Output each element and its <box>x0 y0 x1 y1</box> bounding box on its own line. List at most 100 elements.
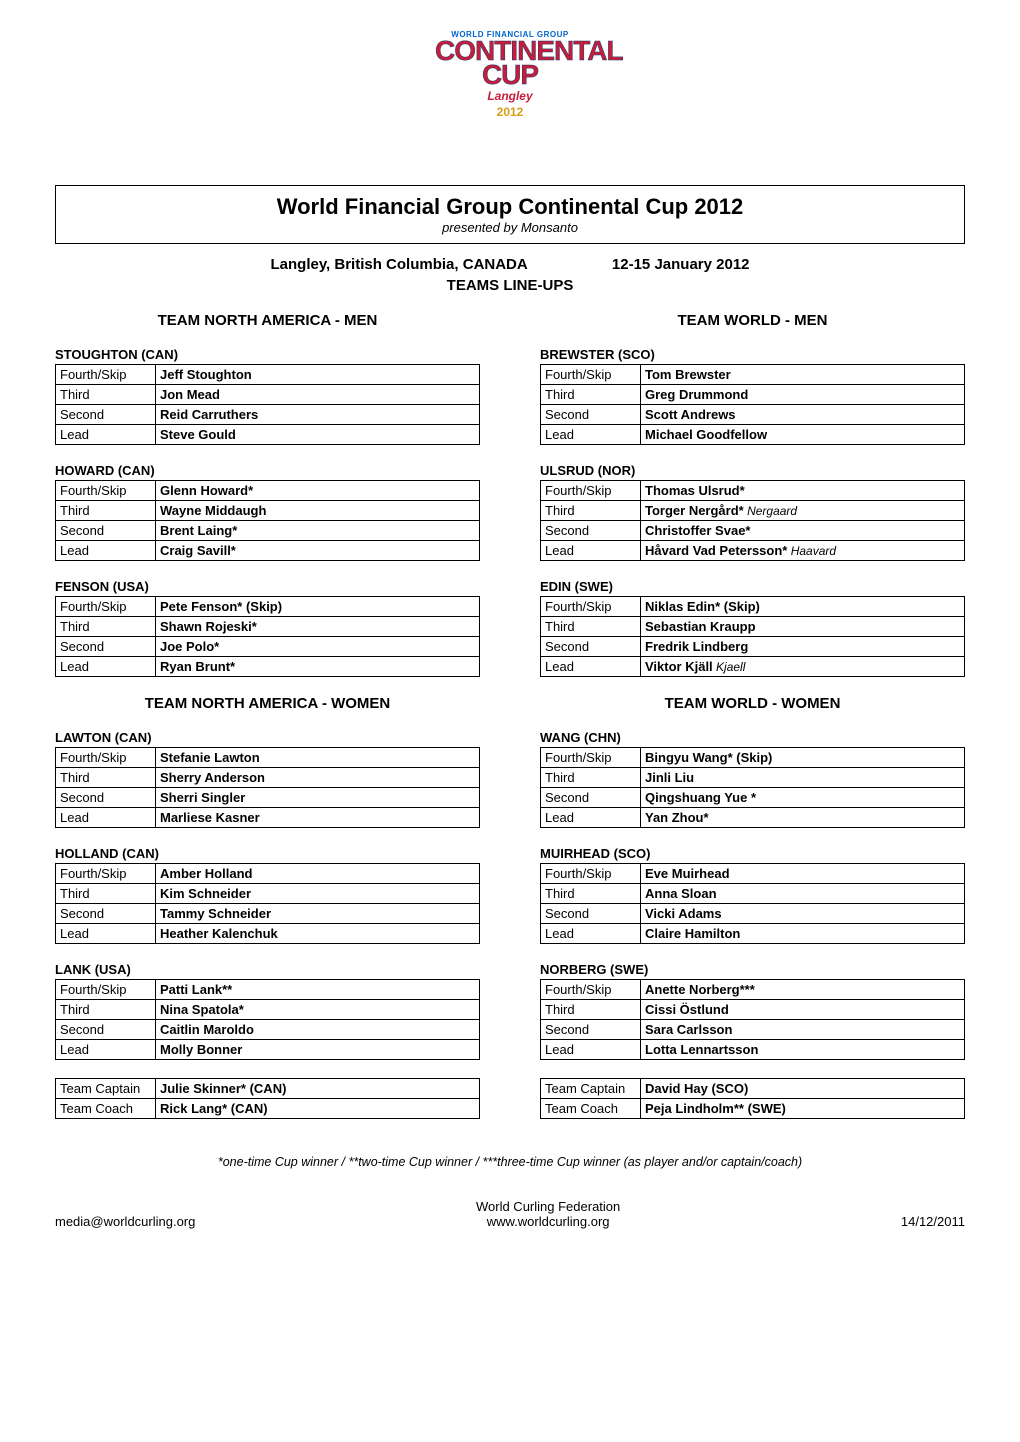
na-men-heading: TEAM NORTH AMERICA - MEN <box>55 312 480 329</box>
table-row: LeadSteve Gould <box>56 425 480 445</box>
roster-table: Fourth/SkipJeff StoughtonThirdJon MeadSe… <box>55 364 480 445</box>
team-block: ULSRUD (NOR)Fourth/SkipThomas Ulsrud*Thi… <box>540 463 965 561</box>
roster-table: Fourth/SkipNiklas Edin* (Skip)ThirdSebas… <box>540 596 965 677</box>
table-row: SecondCaitlin Maroldo <box>56 1020 480 1040</box>
player-position: Second <box>541 788 641 808</box>
table-row: ThirdKim Schneider <box>56 884 480 904</box>
player-name: Thomas Ulsrud* <box>641 481 965 501</box>
player-position: Third <box>541 501 641 521</box>
player-name: Amber Holland <box>156 864 480 884</box>
table-row: SecondJoe Polo* <box>56 637 480 657</box>
table-row: LeadHåvard Vad Petersson* Haavard <box>541 541 965 561</box>
player-position: Fourth/Skip <box>56 864 156 884</box>
table-row: ThirdCissi Östlund <box>541 1000 965 1020</box>
player-name: Caitlin Maroldo <box>156 1020 480 1040</box>
player-name: Brent Laing* <box>156 521 480 541</box>
roster-table: Fourth/SkipPete Fenson* (Skip)ThirdShawn… <box>55 596 480 677</box>
team-name: HOLLAND (CAN) <box>55 846 480 861</box>
team-name: HOWARD (CAN) <box>55 463 480 478</box>
player-position: Fourth/Skip <box>56 748 156 768</box>
title-box: World Financial Group Continental Cup 20… <box>55 185 965 244</box>
table-row: LeadClaire Hamilton <box>541 924 965 944</box>
staff-name: Julie Skinner* (CAN) <box>156 1079 480 1099</box>
team-name: NORBERG (SWE) <box>540 962 965 977</box>
table-row: ThirdJinli Liu <box>541 768 965 788</box>
player-name: Heather Kalenchuk <box>156 924 480 944</box>
team-name: BREWSTER (SCO) <box>540 347 965 362</box>
table-row: ThirdSherry Anderson <box>56 768 480 788</box>
roster-table: Fourth/SkipStefanie LawtonThirdSherry An… <box>55 747 480 828</box>
player-name: Lotta Lennartsson <box>641 1040 965 1060</box>
team-block: NORBERG (SWE)Fourth/SkipAnette Norberg**… <box>540 962 965 1060</box>
table-row: ThirdJon Mead <box>56 385 480 405</box>
team-name: MUIRHEAD (SCO) <box>540 846 965 861</box>
table-row: SecondQingshuang Yue * <box>541 788 965 808</box>
footer-date: 14/12/2011 <box>901 1214 965 1229</box>
table-row: ThirdNina Spatola* <box>56 1000 480 1020</box>
player-name: Qingshuang Yue * <box>641 788 965 808</box>
player-name: Michael Goodfellow <box>641 425 965 445</box>
player-name: Jon Mead <box>156 385 480 405</box>
column-world: TEAM WORLD - MEN BREWSTER (SCO)Fourth/Sk… <box>540 312 965 1137</box>
player-position: Third <box>56 501 156 521</box>
player-position: Lead <box>541 541 641 561</box>
player-alt-name: Haavard <box>787 544 836 558</box>
footer-org: World Curling Federation <box>476 1199 620 1214</box>
player-position: Third <box>56 884 156 904</box>
player-position: Third <box>541 385 641 405</box>
table-row: LeadCraig Savill* <box>56 541 480 561</box>
player-name: Pete Fenson* (Skip) <box>156 597 480 617</box>
player-position: Second <box>56 637 156 657</box>
team-block: LAWTON (CAN)Fourth/SkipStefanie LawtonTh… <box>55 730 480 828</box>
player-name: Christoffer Svae* <box>641 521 965 541</box>
player-position: Third <box>541 1000 641 1020</box>
player-position: Second <box>541 1020 641 1040</box>
player-name: Tammy Schneider <box>156 904 480 924</box>
table-row: LeadMichael Goodfellow <box>541 425 965 445</box>
footer: media@worldcurling.org World Curling Fed… <box>55 1199 965 1229</box>
staff-position: Team Coach <box>541 1099 641 1119</box>
player-name: Greg Drummond <box>641 385 965 405</box>
player-name: Yan Zhou* <box>641 808 965 828</box>
team-name: ULSRUD (NOR) <box>540 463 965 478</box>
table-row: SecondTammy Schneider <box>56 904 480 924</box>
table-row: Team CaptainJulie Skinner* (CAN) <box>56 1079 480 1099</box>
player-position: Third <box>541 768 641 788</box>
player-name: Kim Schneider <box>156 884 480 904</box>
staff-table: Team CaptainJulie Skinner* (CAN)Team Coa… <box>55 1078 480 1119</box>
table-row: ThirdTorger Nergård* Nergaard <box>541 501 965 521</box>
team-block: FENSON (USA)Fourth/SkipPete Fenson* (Ski… <box>55 579 480 677</box>
table-row: ThirdAnna Sloan <box>541 884 965 904</box>
player-position: Fourth/Skip <box>541 748 641 768</box>
roster-table: Fourth/SkipBingyu Wang* (Skip)ThirdJinli… <box>540 747 965 828</box>
player-alt-name: Nergaard <box>744 504 797 518</box>
team-block: WANG (CHN)Fourth/SkipBingyu Wang* (Skip)… <box>540 730 965 828</box>
table-row: Fourth/SkipStefanie Lawton <box>56 748 480 768</box>
table-row: SecondChristoffer Svae* <box>541 521 965 541</box>
player-position: Fourth/Skip <box>56 980 156 1000</box>
player-position: Second <box>541 637 641 657</box>
logo-year: 2012 <box>435 105 585 119</box>
table-row: Fourth/SkipJeff Stoughton <box>56 365 480 385</box>
footnote: *one-time Cup winner / **two-time Cup wi… <box>55 1155 965 1169</box>
player-name: Tom Brewster <box>641 365 965 385</box>
staff-table: Team CaptainDavid Hay (SCO)Team CoachPej… <box>540 1078 965 1119</box>
staff-name: Peja Lindholm** (SWE) <box>641 1099 965 1119</box>
player-position: Lead <box>56 808 156 828</box>
footer-email: media@worldcurling.org <box>55 1214 195 1229</box>
player-name: Steve Gould <box>156 425 480 445</box>
table-row: SecondFredrik Lindberg <box>541 637 965 657</box>
table-row: Fourth/SkipGlenn Howard* <box>56 481 480 501</box>
table-row: Fourth/SkipNiklas Edin* (Skip) <box>541 597 965 617</box>
roster-table: Fourth/SkipGlenn Howard*ThirdWayne Midda… <box>55 480 480 561</box>
player-name: Scott Andrews <box>641 405 965 425</box>
player-position: Lead <box>541 924 641 944</box>
team-name: EDIN (SWE) <box>540 579 965 594</box>
world-men-heading: TEAM WORLD - MEN <box>540 312 965 329</box>
table-row: SecondVicki Adams <box>541 904 965 924</box>
team-block: BREWSTER (SCO)Fourth/SkipTom BrewsterThi… <box>540 347 965 445</box>
player-name: Marliese Kasner <box>156 808 480 828</box>
player-position: Fourth/Skip <box>541 980 641 1000</box>
logo-city: Langley <box>487 89 532 103</box>
team-name: STOUGHTON (CAN) <box>55 347 480 362</box>
